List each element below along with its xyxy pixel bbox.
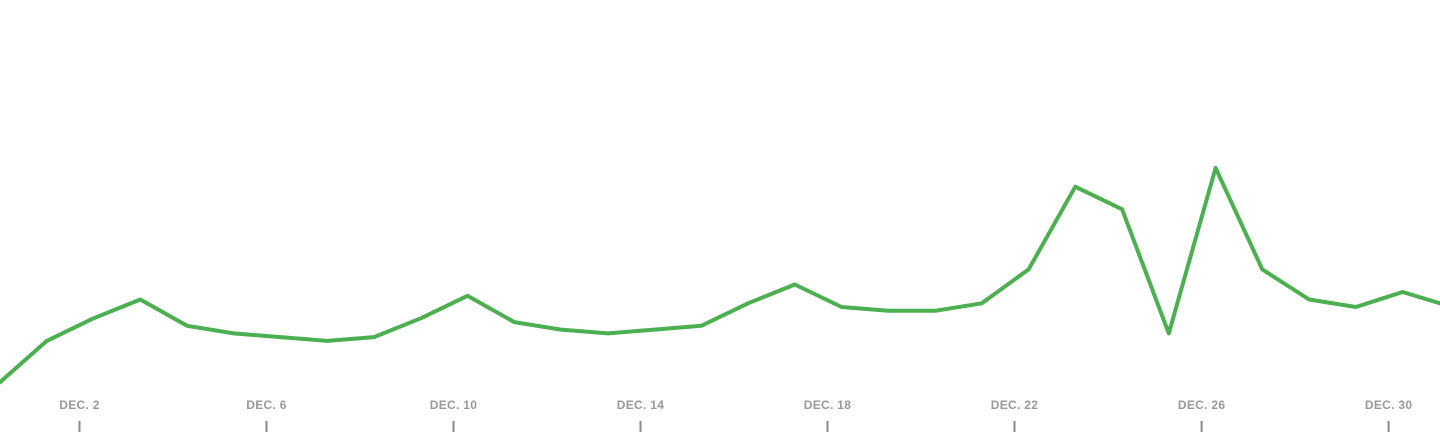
x-axis: DEC. 2 DEC. 6 DEC. 10 DEC. 14 DEC. 18 DEC. 22… <box>59 398 1412 432</box>
x-tick-label: DEC. 18 <box>804 398 851 412</box>
x-tick-label: DEC. 22 <box>991 398 1038 412</box>
series-layer <box>0 165 1440 385</box>
series-line-0 <box>0 165 1440 385</box>
x-tick-label: DEC. 14 <box>617 398 664 412</box>
x-tick-label: DEC. 10 <box>430 398 477 412</box>
x-tick-label: DEC. 26 <box>1178 398 1225 412</box>
x-tick-label: DEC. 6 <box>246 398 287 412</box>
x-tick-label: DEC. 30 <box>1365 398 1412 412</box>
x-tick-label: DEC. 2 <box>59 398 100 412</box>
